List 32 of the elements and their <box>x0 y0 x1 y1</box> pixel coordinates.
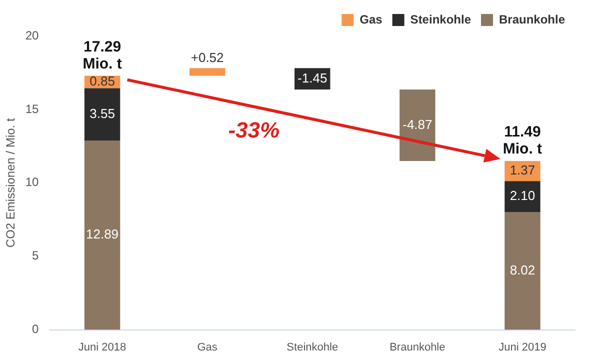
annotation: -33% <box>228 117 280 142</box>
y-tick-label: 10 <box>25 175 40 190</box>
data-label: 1.37 <box>510 162 536 178</box>
data-label: 8.02 <box>510 262 536 278</box>
y-tick-label: 0 <box>32 322 40 336</box>
data-label: -1.45 <box>298 70 328 86</box>
bar <box>189 68 226 76</box>
bar <box>84 140 120 330</box>
total-label: 17.29 Mio. t <box>82 38 122 72</box>
data-label: 0.85 <box>90 74 115 89</box>
x-tick-label: Steinkohle <box>286 341 338 354</box>
bar <box>504 181 540 212</box>
x-tick-label: Braunkohle <box>390 341 446 354</box>
y-tick-label: 5 <box>32 248 40 263</box>
data-label: 3.55 <box>90 106 115 121</box>
x-tick-label: Juni 2018 <box>78 341 126 354</box>
x-tick-label: Juni 2019 <box>498 341 546 354</box>
bar <box>400 89 436 162</box>
legend-label: Steinkohle <box>410 12 472 26</box>
bar <box>504 212 540 330</box>
x-tick-label: Gas <box>197 341 218 354</box>
y-tick-label: 20 <box>25 28 40 42</box>
y-tick-label: 15 <box>25 102 40 116</box>
data-label: 2.10 <box>510 188 536 204</box>
y-axis-title: CO2 Emissionen / Mio. t <box>4 118 18 248</box>
data-label: 12.89 <box>86 226 119 242</box>
legend-label: Gas <box>360 12 383 26</box>
total-label: 11.49 Mio. t <box>502 124 542 158</box>
data-label: -4.87 <box>402 116 432 132</box>
bar <box>84 88 120 140</box>
legend-label: Braunkohle <box>498 12 566 26</box>
data-label: +0.52 <box>190 50 224 66</box>
